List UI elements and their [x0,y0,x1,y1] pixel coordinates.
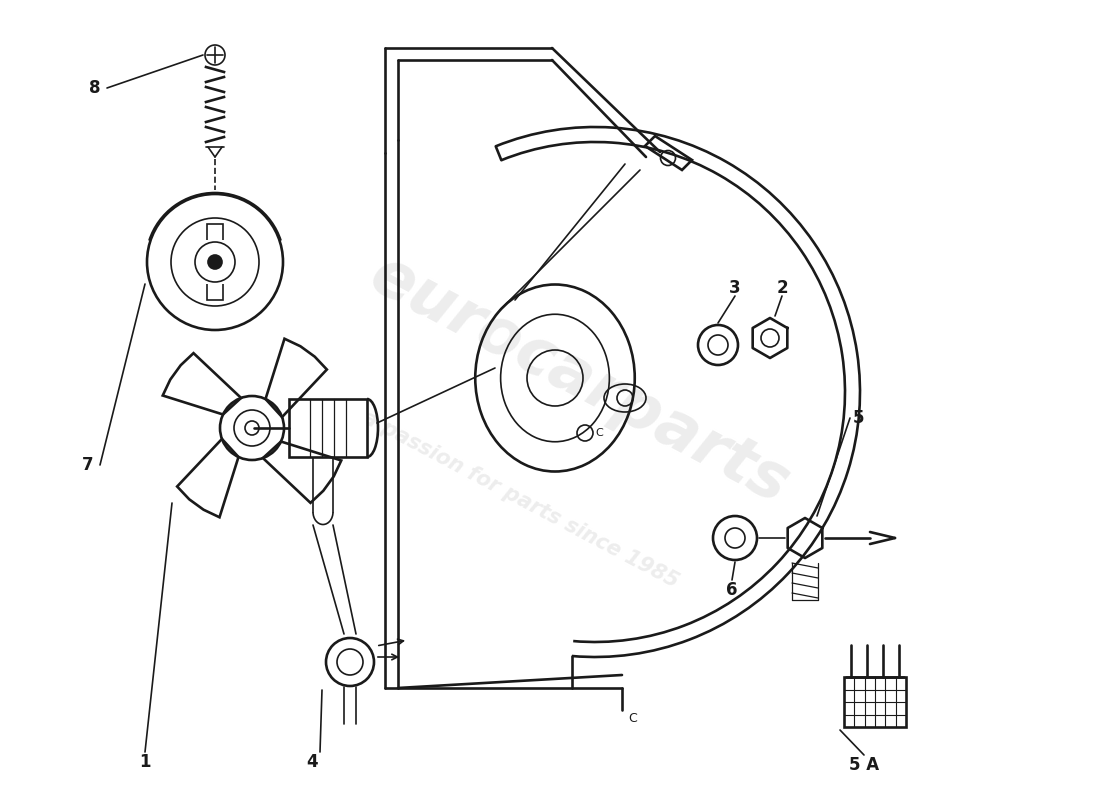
Text: C: C [595,428,603,438]
Text: 7: 7 [82,456,94,474]
Bar [844,677,906,727]
Text: 1: 1 [140,753,151,771]
Text: 5: 5 [852,409,864,427]
Bar [289,399,367,457]
Text: 8: 8 [89,79,101,97]
Text: 2: 2 [777,279,788,297]
Text: 3: 3 [729,279,740,297]
Text: a passion for parts since 1985: a passion for parts since 1985 [359,408,681,592]
Text: 4: 4 [306,753,318,771]
Text: eurocarparts: eurocarparts [360,243,800,517]
Text: C: C [628,712,637,725]
Text: 5 A: 5 A [849,756,879,774]
Text: 6: 6 [726,581,738,599]
Circle shape [208,255,222,269]
